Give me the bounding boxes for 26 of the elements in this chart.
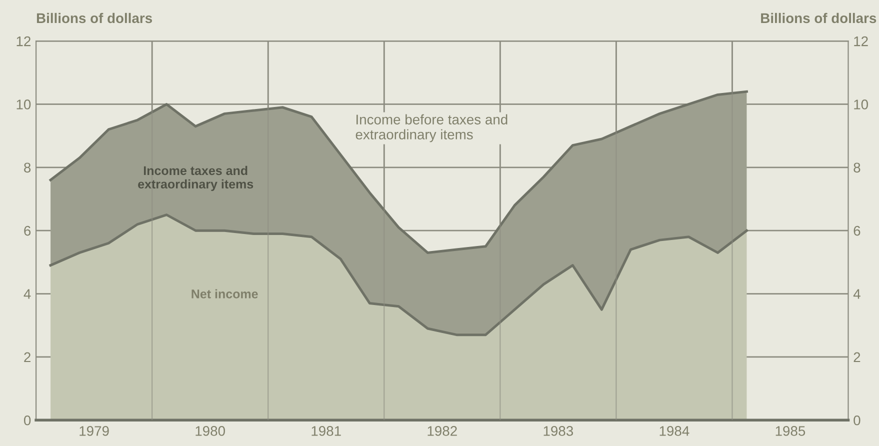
x-tick-label: 1980 [196,426,225,436]
annotation: Income before taxes and extraordinary items [356,114,508,142]
y2-tick-label: 4 [853,289,860,299]
y2-tick-label: 0 [854,415,860,426]
y-tick-label: 10 [16,100,31,110]
y2-tick-label: 2 [854,352,860,362]
y-tick-label: 8 [24,162,31,173]
x-tick-label: 1979 [80,426,109,436]
x-tick-label: 1984 [660,426,690,436]
x-tick-label: 1981 [312,426,341,436]
y-tick-label: 2 [24,352,30,362]
y2-tick-label: 6 [854,226,860,236]
series-label: Income taxes and extraordinary items [138,166,254,192]
y-tick-label: 0 [24,415,31,426]
series-label: Net income [192,289,258,298]
y2-tick-label: 10 [854,100,868,110]
y2-tick-label: 8 [854,162,860,173]
y-tick-label: 4 [24,289,31,299]
x-tick-label: 1982 [428,426,457,436]
y2-tick-label: 12 [854,36,868,46]
x-tick-label: 1985 [776,426,806,436]
y-tick-label: 6 [24,226,31,236]
x-tick-label: 1983 [544,426,574,436]
y2-axis-title: Billions of dollars [761,12,876,24]
y-axis-title: Billions of dollars [36,12,152,24]
y-tick-label: 12 [16,36,30,46]
